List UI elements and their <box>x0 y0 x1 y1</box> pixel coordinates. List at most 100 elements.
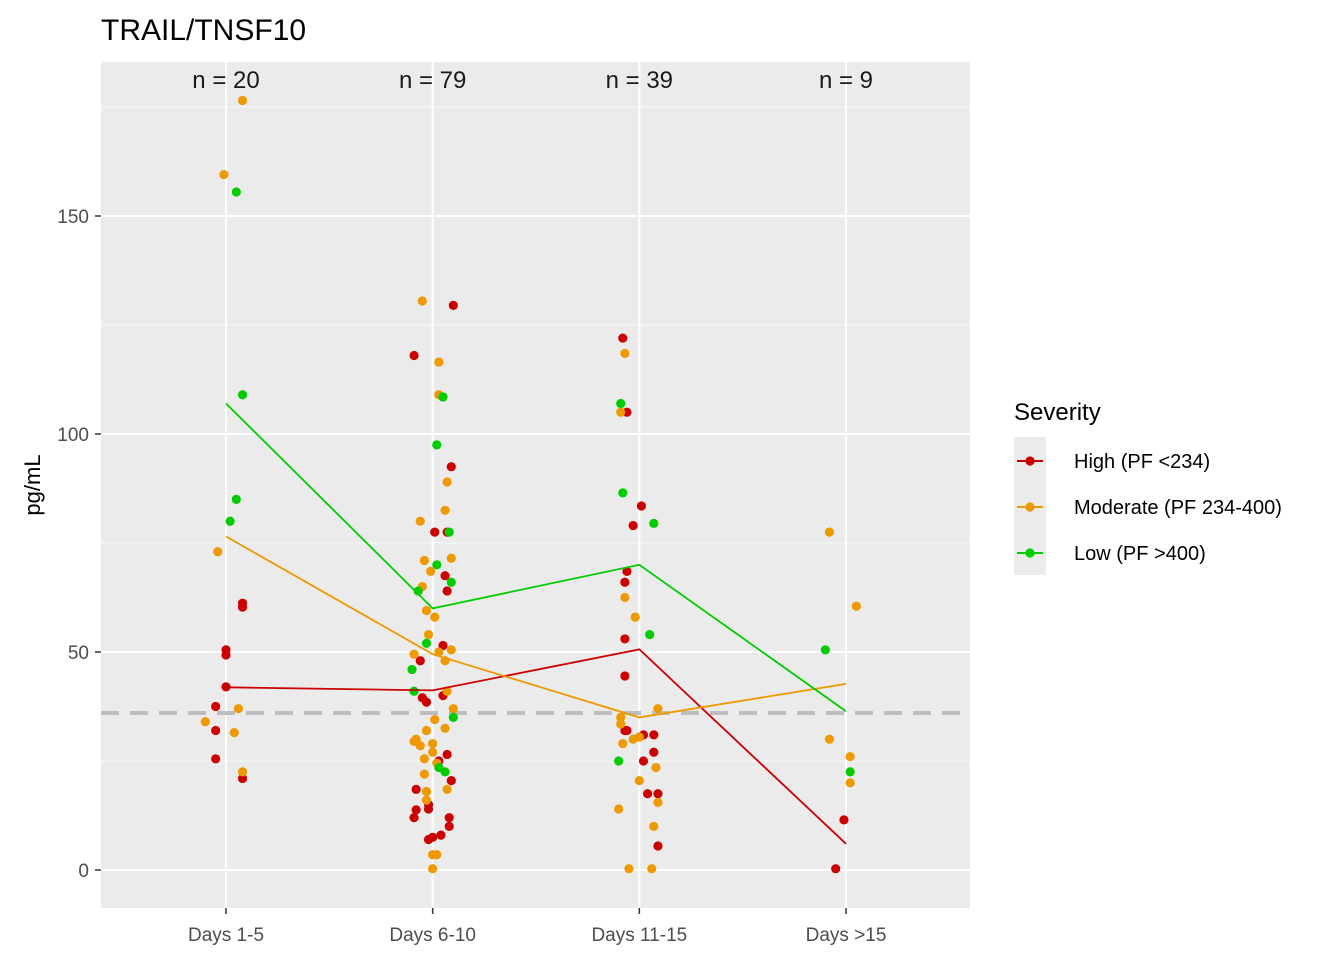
n-count-label: n = 9 <box>819 67 873 94</box>
data-point <box>407 664 417 675</box>
y-axis-label: pg/mL <box>20 454 45 515</box>
data-point <box>649 821 659 832</box>
plot-panel: 0 50 100 150 Days 1-5 n = 20 Days 6-10 n = 79 Da… <box>57 62 970 946</box>
data-point <box>428 832 438 842</box>
x-tick-label: Days 11-15 <box>591 925 687 946</box>
data-point <box>428 747 438 757</box>
data-point <box>211 725 221 736</box>
data-point <box>620 592 630 603</box>
data-point <box>442 477 452 487</box>
data-point <box>200 717 210 727</box>
data-point <box>831 864 841 874</box>
data-point <box>225 516 235 526</box>
data-point <box>638 756 649 766</box>
data-point <box>442 686 452 696</box>
data-point <box>432 560 442 570</box>
data-point <box>653 797 663 808</box>
legend-title: Severity <box>1014 399 1101 426</box>
data-point <box>440 505 450 515</box>
data-point <box>444 527 454 537</box>
data-point <box>417 296 427 306</box>
data-point <box>620 634 630 644</box>
data-point <box>428 738 438 749</box>
data-point <box>229 728 239 738</box>
legend-key-point <box>1025 456 1035 466</box>
data-point <box>620 671 630 681</box>
data-point <box>446 462 456 472</box>
data-point <box>618 738 628 749</box>
data-point <box>634 776 644 786</box>
data-point <box>415 741 425 751</box>
data-point <box>649 518 659 528</box>
data-point <box>211 701 221 712</box>
data-point <box>653 704 663 714</box>
panel-background <box>101 62 970 908</box>
data-point <box>411 784 421 794</box>
data-point <box>444 821 454 832</box>
data-point <box>620 348 630 358</box>
data-point <box>440 767 450 777</box>
data-point <box>419 769 430 779</box>
y-tick-label: 150 <box>57 207 89 228</box>
data-point <box>448 300 458 310</box>
data-point <box>211 754 221 764</box>
data-point <box>624 864 634 874</box>
data-point <box>430 714 440 725</box>
legend-label: Low (PF >400) <box>1074 543 1206 565</box>
data-point <box>237 390 248 400</box>
data-point <box>434 647 444 657</box>
data-point <box>233 704 244 714</box>
x-tick-label: Days 6-10 <box>389 925 476 946</box>
data-point <box>614 756 624 766</box>
data-point <box>616 712 626 723</box>
data-point <box>824 527 835 537</box>
data-point <box>421 786 432 797</box>
x-tick-label: Days 1-5 <box>188 925 264 946</box>
series-points <box>225 187 855 777</box>
data-point <box>432 850 442 860</box>
data-point <box>645 629 655 640</box>
data-point <box>444 813 454 823</box>
data-point <box>419 754 430 764</box>
n-count-label: n = 79 <box>399 67 466 94</box>
data-point <box>421 795 432 805</box>
data-point <box>616 398 626 409</box>
data-point <box>845 767 855 777</box>
data-point <box>446 645 456 655</box>
data-point <box>845 778 855 788</box>
data-point <box>411 805 421 815</box>
legend-key-point <box>1025 502 1035 512</box>
data-point <box>438 392 448 402</box>
data-point <box>237 767 248 777</box>
data-point <box>653 789 663 799</box>
data-point <box>419 555 430 566</box>
y-tick-label: 0 <box>78 861 89 882</box>
x-tick-label: Days >15 <box>806 925 887 946</box>
data-point <box>409 813 419 823</box>
data-point <box>446 577 456 587</box>
n-count-label: n = 20 <box>192 67 259 94</box>
data-point <box>423 804 434 814</box>
data-point <box>237 95 248 106</box>
series-points <box>211 300 849 874</box>
data-point <box>616 407 626 417</box>
data-point <box>421 638 432 648</box>
data-point <box>415 516 425 526</box>
data-point <box>446 553 456 563</box>
data-point <box>409 686 419 696</box>
data-point <box>649 747 659 757</box>
chart-title: TRAIL/TNSF10 <box>101 14 306 47</box>
data-point <box>221 682 231 692</box>
data-point <box>432 440 442 450</box>
data-point <box>824 734 835 744</box>
data-point <box>636 501 647 511</box>
series-points <box>200 95 861 874</box>
data-point <box>421 725 432 736</box>
data-point <box>839 815 849 825</box>
data-point <box>428 864 438 874</box>
data-point <box>820 645 830 655</box>
data-point <box>649 730 659 740</box>
data-point <box>423 629 434 640</box>
data-point <box>409 350 419 361</box>
